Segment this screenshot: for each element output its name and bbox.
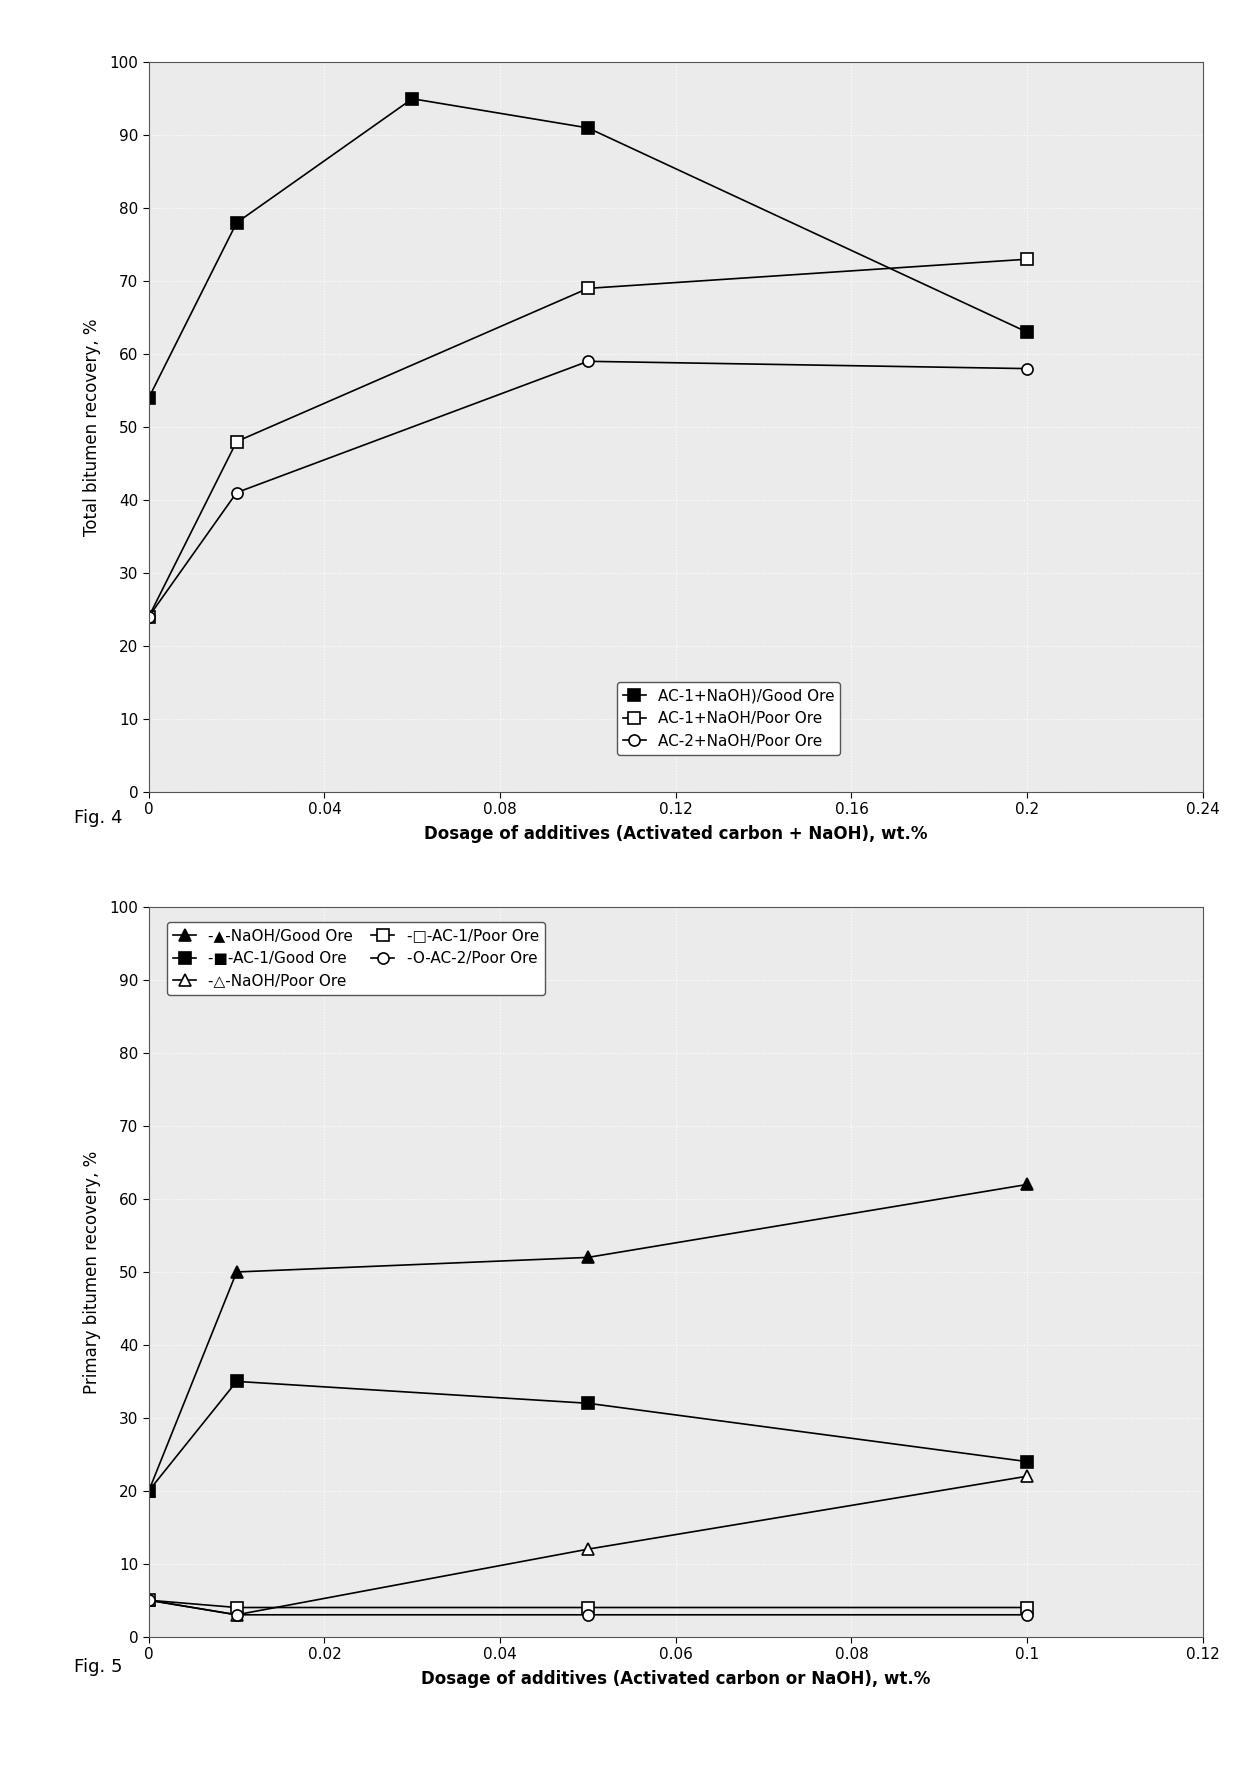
-△-NaOH/Poor Ore (141, 1590, 156, 1612)
-▲-NaOH/Good Ore (141, 1480, 156, 1501)
-□-AC-1/Poor Ore (1019, 1598, 1034, 1619)
AC-1+NaOH)/Good Ore (229, 212, 244, 233)
-△-NaOH/Poor Ore (229, 1605, 244, 1626)
AC-2+NaOH/Poor Ore (141, 607, 156, 628)
X-axis label: Dosage of additives (Activated carbon or NaOH), wt.%: Dosage of additives (Activated carbon or… (422, 1670, 930, 1688)
AC-2+NaOH/Poor Ore (580, 350, 595, 372)
Line: -O-AC-2/Poor Ore: -O-AC-2/Poor Ore (144, 1594, 1033, 1621)
Text: Fig. 5: Fig. 5 (74, 1658, 123, 1676)
-O-AC-2/Poor Ore (580, 1605, 595, 1626)
-▲-NaOH/Good Ore (229, 1261, 244, 1283)
Line: AC-1+NaOH/Poor Ore: AC-1+NaOH/Poor Ore (144, 254, 1033, 623)
X-axis label: Dosage of additives (Activated carbon + NaOH), wt.%: Dosage of additives (Activated carbon + … (424, 825, 928, 843)
Text: Fig. 4: Fig. 4 (74, 809, 123, 827)
Line: -□-AC-1/Poor Ore: -□-AC-1/Poor Ore (144, 1594, 1033, 1614)
-■-AC-1/Good Ore (229, 1370, 244, 1391)
Line: -▲-NaOH/Good Ore: -▲-NaOH/Good Ore (144, 1179, 1033, 1496)
-■-AC-1/Good Ore (1019, 1452, 1034, 1473)
-△-NaOH/Poor Ore (580, 1539, 595, 1560)
-△-NaOH/Poor Ore (1019, 1466, 1034, 1487)
Line: AC-1+NaOH)/Good Ore: AC-1+NaOH)/Good Ore (144, 93, 1033, 404)
AC-1+NaOH)/Good Ore (141, 388, 156, 409)
AC-1+NaOH)/Good Ore (1019, 322, 1034, 343)
AC-1+NaOH/Poor Ore (580, 278, 595, 299)
Y-axis label: Primary bitumen recovery, %: Primary bitumen recovery, % (83, 1151, 102, 1393)
-O-AC-2/Poor Ore (229, 1605, 244, 1626)
Line: -△-NaOH/Poor Ore: -△-NaOH/Poor Ore (144, 1471, 1033, 1621)
AC-1+NaOH/Poor Ore (229, 431, 244, 452)
AC-1+NaOH)/Good Ore (580, 117, 595, 139)
-□-AC-1/Poor Ore (141, 1590, 156, 1612)
-O-AC-2/Poor Ore (141, 1590, 156, 1612)
Line: AC-2+NaOH/Poor Ore: AC-2+NaOH/Poor Ore (144, 356, 1033, 623)
-■-AC-1/Good Ore (580, 1393, 595, 1414)
AC-2+NaOH/Poor Ore (229, 482, 244, 503)
AC-2+NaOH/Poor Ore (1019, 358, 1034, 379)
Legend: -▲-NaOH/Good Ore, -■-AC-1/Good Ore, -△-NaOH/Poor Ore, -□-AC-1/Poor Ore, -O-AC-2/: -▲-NaOH/Good Ore, -■-AC-1/Good Ore, -△-N… (167, 922, 544, 994)
-▲-NaOH/Good Ore (580, 1247, 595, 1268)
AC-1+NaOH/Poor Ore (1019, 249, 1034, 270)
-▲-NaOH/Good Ore (1019, 1174, 1034, 1195)
Line: -■-AC-1/Good Ore: -■-AC-1/Good Ore (144, 1375, 1033, 1496)
-O-AC-2/Poor Ore (1019, 1605, 1034, 1626)
AC-1+NaOH)/Good Ore (404, 87, 419, 110)
Legend: AC-1+NaOH)/Good Ore, AC-1+NaOH/Poor Ore, AC-2+NaOH/Poor Ore: AC-1+NaOH)/Good Ore, AC-1+NaOH/Poor Ore,… (616, 683, 841, 754)
-■-AC-1/Good Ore (141, 1480, 156, 1501)
Y-axis label: Total bitumen recovery, %: Total bitumen recovery, % (83, 318, 102, 535)
AC-1+NaOH/Poor Ore (141, 607, 156, 628)
-□-AC-1/Poor Ore (229, 1598, 244, 1619)
-□-AC-1/Poor Ore (580, 1598, 595, 1619)
